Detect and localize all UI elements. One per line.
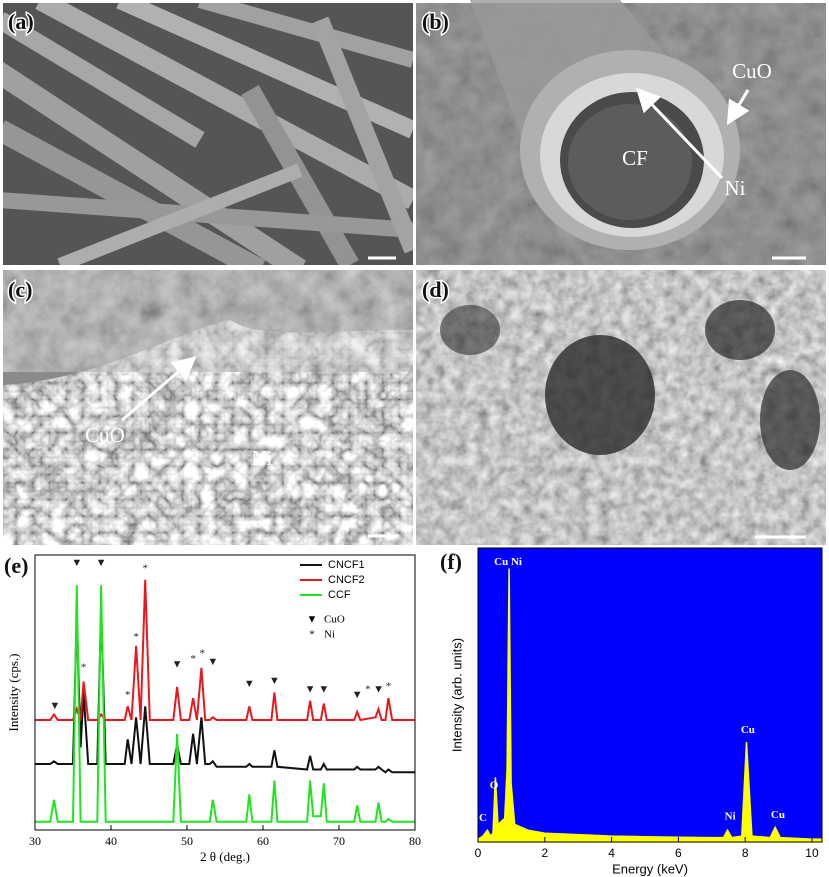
plot-frame [477,547,823,843]
legend-label: CCF [328,589,351,601]
panel-label: (e) [4,553,28,578]
legend-label: CNCF1 [328,559,365,571]
chart: 0 2 4 6 8 10 Energy (keV) Intensity (arb. units… [439,547,823,876]
arrow [635,87,724,180]
series-line [35,609,415,774]
peak-label: C [479,812,487,824]
annotation: CuO [85,423,125,447]
peak-marker: * [133,631,139,643]
peak-marker: ▼ [305,683,316,695]
peak-label: Cu [771,809,785,821]
x-axis-label: Energy (keV) [612,861,688,876]
plot-frame [34,554,416,831]
y-axis-label: Intensity (arb. units) [449,638,464,752]
y-axis-label: Intensity (cps.) [6,654,21,732]
legend-symbol: ▼ [307,614,318,626]
peak-marker: * [142,562,148,574]
sem-image-a: (a) [3,3,413,265]
peak-marker: ▼ [244,678,255,690]
spectrum-area [477,568,823,843]
sem-image-b: (b) CuO CF Ni [416,0,826,265]
x-tick-label: 0 [475,846,482,860]
legend-label: CuO [324,614,345,626]
annotation: Ni [725,176,746,200]
annotation: Ni [252,446,273,470]
peak-marker: * [190,653,196,665]
arrow [726,89,750,126]
chart: 30 40 50 60 70 80 2 θ (deg.) Intensity (cps.) (e… [3,552,422,864]
peak-marker: ▼ [373,683,384,695]
x-tick-label: 30 [29,834,41,848]
x-tick-label: 4 [608,846,615,860]
x-tick-label: 80 [409,834,421,848]
x-axis-label: 2 θ (deg.) [200,849,250,864]
sem-image-d: (d) [416,270,826,545]
x-tick-label: 10 [805,846,819,860]
legend-label: Ni [324,629,335,641]
annotation: CuO [732,59,772,83]
panel-label: (c) [8,277,32,302]
annotation: CF [622,146,648,170]
x-tick-label: 6 [675,846,682,860]
panel-label: (a) [8,9,34,34]
peak-label: Cu Ni [494,556,522,568]
peak-marker: * [199,648,205,660]
x-tick-label: 50 [181,834,193,848]
panel-label: (f) [440,549,462,574]
peak-marker: ▼ [207,656,218,668]
series-line [35,579,415,722]
peak-marker: ▼ [318,683,329,695]
peak-marker: * [365,683,371,695]
peak-label: Ni [725,811,736,823]
peak-marker: * [81,661,87,673]
x-tick-label: 40 [105,834,117,848]
x-tick-label: 8 [742,846,749,860]
peak-label: Cu [741,724,755,736]
peak-label: O [490,780,499,792]
peak-marker: ▼ [71,557,82,569]
peak-marker: ▼ [96,557,107,569]
peak-marker: ▼ [269,675,280,687]
peak-marker: * [386,681,392,693]
legend-label: CNCF2 [328,574,365,586]
peak-marker: ▼ [352,689,363,701]
peak-marker: ▼ [172,659,183,671]
sem-image-c: (c) CuO Ni [3,270,413,545]
series-line [35,585,415,823]
peak-marker: ▼ [49,700,60,712]
x-tick-label: 70 [333,834,345,848]
arrow [121,356,197,422]
plot-background [478,548,822,842]
legend-symbol: * [309,629,315,641]
x-tick-label: 2 [541,846,548,860]
panel-label: (d) [422,277,449,302]
x-tick-label: 60 [257,834,269,848]
peak-marker: * [125,689,131,701]
panel-label: (b) [422,9,449,34]
